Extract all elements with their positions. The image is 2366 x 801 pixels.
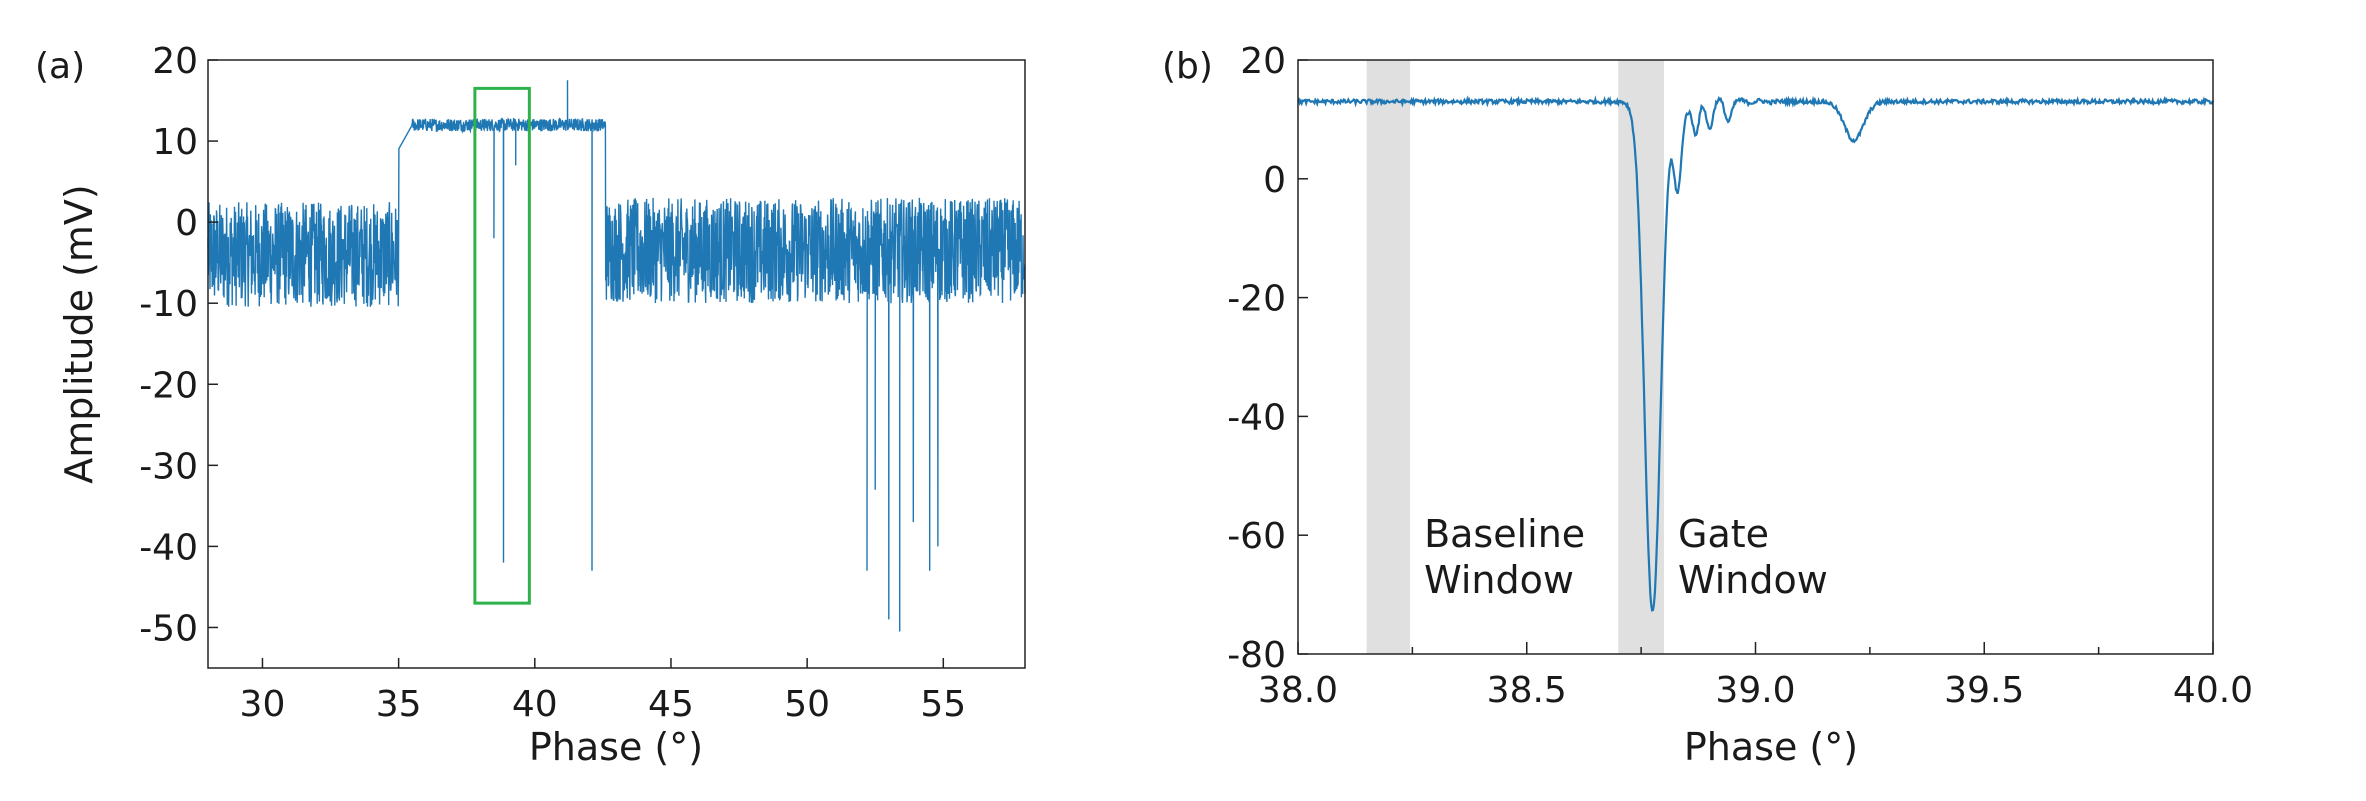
panel-a-frame <box>207 59 1026 669</box>
panel-b-y-tick-label: -80 <box>1227 635 1286 676</box>
panel-a-y-tick-label: -10 <box>139 284 198 325</box>
panel-b-y-tick-label: -20 <box>1227 279 1286 320</box>
baseline-window-label: Baseline Window <box>1424 512 1585 602</box>
panel-a-y-tick-label: 0 <box>175 203 198 244</box>
panel-b-y-tick-label: -60 <box>1227 516 1286 557</box>
panel-a-plot-area <box>207 80 1026 632</box>
panel-a-ticks: 30 35 40 45 50 55 20 10 0 -10 -20 -30 -40 -50 <box>139 41 966 725</box>
panel-a-label: (a) <box>35 46 85 87</box>
panel-a-chart: (a) 30 35 40 45 50 55 20 10 0 -10 -20 -30 -40 -50 Pha… <box>35 41 1026 769</box>
panel-a-x-tick-label: 40 <box>512 684 558 725</box>
panel-b-x-axis-title: Phase (°) <box>1684 725 1858 769</box>
panel-a-y-tick-label: -30 <box>139 446 198 487</box>
panel-b-x-tick-label: 39.5 <box>1944 670 2024 711</box>
baseline-window-region <box>1366 60 1411 654</box>
panel-a-y-tick-label: 10 <box>152 122 198 163</box>
panel-a-highlight-box <box>473 86 531 605</box>
gate-window-label: Gate Window <box>1678 512 1828 602</box>
panel-b-series-line <box>1297 95 2215 612</box>
panel-b-x-tick-label: 38.0 <box>1258 670 1338 711</box>
panel-a-x-tick-label: 50 <box>784 684 830 725</box>
panel-b-label: (b) <box>1162 46 1213 87</box>
panel-a-y-tick-label: -50 <box>139 608 198 649</box>
panel-a-x-tick-label: 35 <box>376 684 422 725</box>
panel-a-y-tick-label: -20 <box>139 365 198 406</box>
panel-a-y-tick-label: -40 <box>139 527 198 568</box>
panel-b-x-tick-label: 39.0 <box>1715 670 1795 711</box>
panel-a-series-line <box>207 80 1026 632</box>
panel-a-x-axis-title: Phase (°) <box>529 725 703 769</box>
panel-a-x-tick-label: 45 <box>648 684 694 725</box>
panel-b-ticks: 38.0 38.5 39.0 39.5 40.0 20 0 -20 -40 -60 -80 <box>1227 41 2253 711</box>
panel-a-y-axis-title: Amplitude (mV) <box>57 184 101 483</box>
panel-b-plot-area: Baseline Window Gate Window <box>1297 60 2215 654</box>
panel-a-x-tick-label: 30 <box>240 684 286 725</box>
panel-b-x-tick-label: 40.0 <box>2173 670 2253 711</box>
panel-b-x-tick-label: 38.5 <box>1487 670 1567 711</box>
panel-a-x-tick-label: 55 <box>920 684 966 725</box>
panel-b-chart: (b) Baseline Window Gate Window 38.0 38.5 39.… <box>1162 41 2253 769</box>
panel-b-y-tick-label: 0 <box>1263 160 1286 201</box>
panel-b-y-tick-label: 20 <box>1240 41 1286 82</box>
panel-b-y-tick-label: -40 <box>1227 397 1286 438</box>
panel-a-y-tick-label: 20 <box>152 41 198 82</box>
